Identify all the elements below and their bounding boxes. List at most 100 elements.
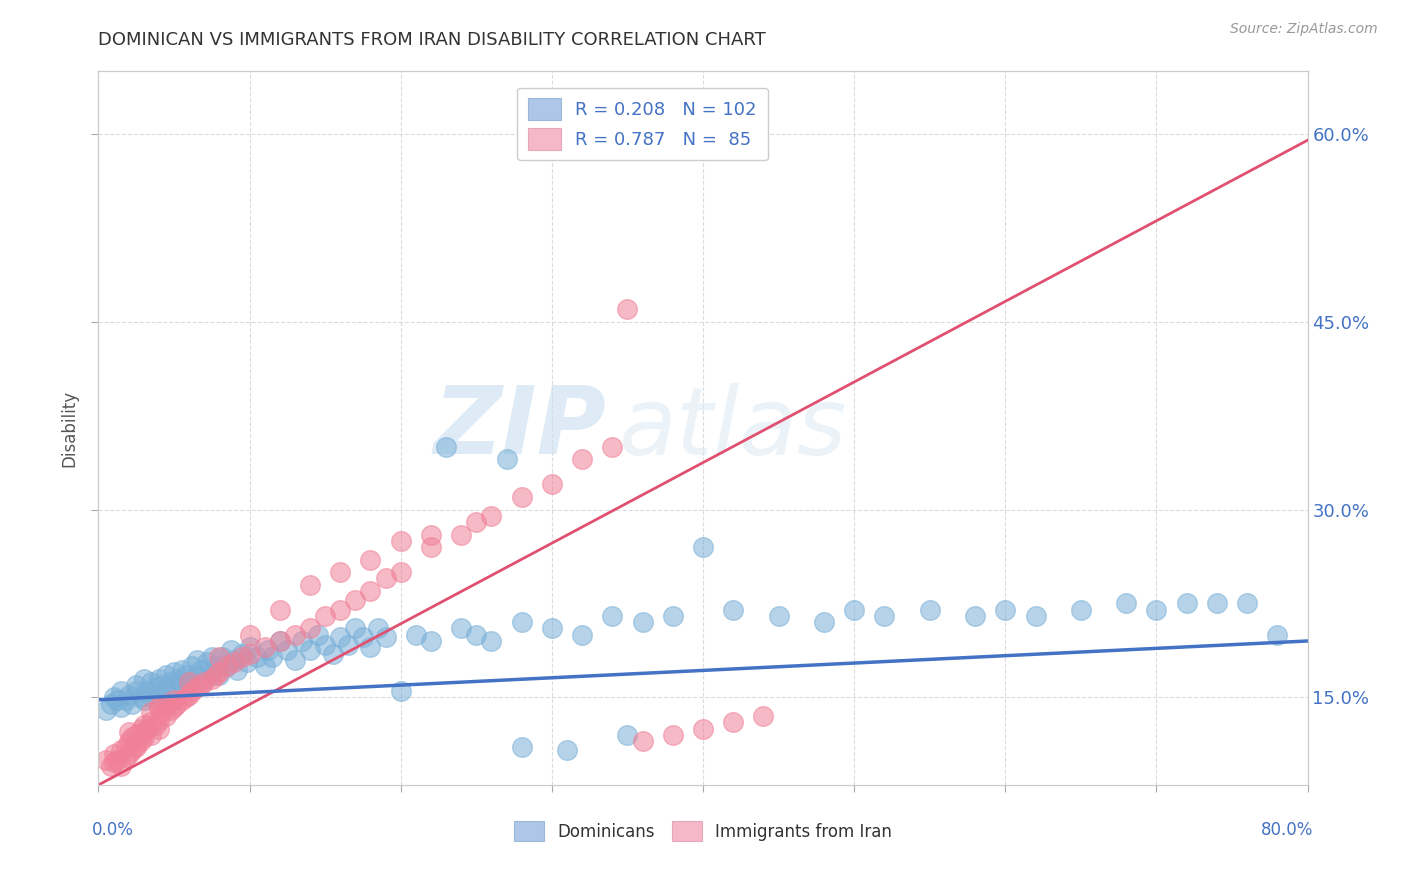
Point <box>129 734 152 748</box>
Point <box>205 667 228 681</box>
Point <box>965 609 987 624</box>
Point <box>110 684 132 698</box>
Point <box>495 452 517 467</box>
Point <box>405 628 427 642</box>
Point <box>174 690 197 705</box>
Point <box>299 622 322 636</box>
Point <box>1175 596 1198 610</box>
Point <box>100 697 122 711</box>
Point <box>336 638 359 652</box>
Point <box>121 731 143 745</box>
Point <box>465 628 488 642</box>
Point <box>344 592 367 607</box>
Point <box>994 603 1017 617</box>
Point <box>125 678 148 692</box>
Point <box>256 642 278 657</box>
Point <box>103 690 125 705</box>
Point <box>166 672 188 686</box>
Point <box>195 655 218 669</box>
Point <box>163 700 186 714</box>
Point <box>239 640 262 655</box>
Point <box>148 688 170 702</box>
Legend: Dominicans, Immigrants from Iran: Dominicans, Immigrants from Iran <box>508 814 898 848</box>
Point <box>918 603 941 617</box>
Point <box>208 667 231 681</box>
Point <box>269 603 291 617</box>
Point <box>94 703 117 717</box>
Point <box>450 622 472 636</box>
Point <box>692 722 714 736</box>
Point <box>181 659 204 673</box>
Point <box>103 747 125 761</box>
Point <box>352 630 374 644</box>
Point <box>389 565 412 579</box>
Point <box>1115 596 1137 610</box>
Point <box>235 655 257 669</box>
Point <box>181 684 204 698</box>
Point <box>329 603 352 617</box>
Point <box>100 759 122 773</box>
Point <box>118 734 141 748</box>
Point <box>170 678 193 692</box>
Point <box>125 684 148 698</box>
Point <box>661 609 683 624</box>
Point <box>571 628 593 642</box>
Point <box>253 640 276 655</box>
Point <box>186 667 208 681</box>
Point <box>174 667 197 681</box>
Point <box>118 747 141 761</box>
Point <box>1267 628 1289 642</box>
Point <box>170 663 193 677</box>
Point <box>155 684 177 698</box>
Point <box>215 659 238 673</box>
Point <box>201 665 224 680</box>
Point <box>121 743 143 757</box>
Point <box>215 659 238 673</box>
Point <box>631 734 654 748</box>
Point <box>141 690 163 705</box>
Point <box>374 630 396 644</box>
Point <box>602 609 624 624</box>
Point <box>291 634 314 648</box>
Point <box>723 603 745 617</box>
Point <box>813 615 835 630</box>
Point <box>125 728 148 742</box>
Point <box>132 725 155 739</box>
Point <box>661 728 683 742</box>
Point <box>148 722 170 736</box>
Point <box>141 715 163 730</box>
Point <box>190 663 212 677</box>
Point <box>314 638 336 652</box>
Point <box>329 565 352 579</box>
Point <box>602 440 624 454</box>
Point <box>752 709 775 723</box>
Point <box>132 693 155 707</box>
Point <box>844 603 866 617</box>
Point <box>179 675 201 690</box>
Point <box>179 688 201 702</box>
Point <box>179 675 201 690</box>
Point <box>322 647 344 661</box>
Point <box>103 756 125 770</box>
Point <box>125 738 148 752</box>
Point <box>211 650 233 665</box>
Point <box>434 440 457 454</box>
Point <box>150 678 173 692</box>
Point <box>155 697 177 711</box>
Point <box>163 665 186 680</box>
Point <box>284 628 307 642</box>
Text: Source: ZipAtlas.com: Source: ZipAtlas.com <box>1230 22 1378 37</box>
Point <box>389 533 412 548</box>
Point <box>1236 596 1258 610</box>
Point <box>555 743 578 757</box>
Point <box>132 672 155 686</box>
Point <box>360 552 382 566</box>
Point <box>208 665 231 680</box>
Point <box>186 681 208 695</box>
Point <box>155 709 177 723</box>
Point <box>163 693 186 707</box>
Point <box>135 722 157 736</box>
Point <box>114 693 136 707</box>
Point <box>118 725 141 739</box>
Point <box>540 622 562 636</box>
